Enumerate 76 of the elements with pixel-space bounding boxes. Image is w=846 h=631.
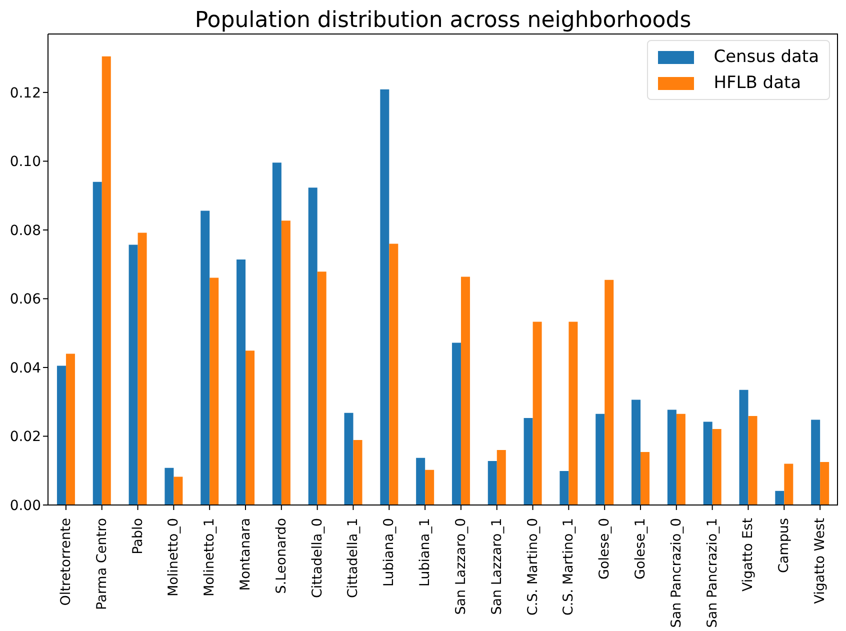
bar [56,366,66,505]
bar [236,260,246,505]
bar [308,188,318,505]
x-tick-label: Molinetto_0 [166,518,182,596]
x-tick-label: Campus [776,518,792,574]
bar [568,322,578,505]
y-tick-label: 0.06 [10,292,42,308]
x-tick-label: S.Leonardo [273,518,290,594]
bar [820,462,830,505]
bar [210,278,219,505]
bar [784,464,794,505]
x-tick-label: San Lazzaro_0 [452,518,469,615]
bar [640,452,650,505]
bar [496,450,506,505]
bar [811,420,820,505]
bar [460,276,470,505]
bar [164,468,174,505]
y-tick-label: 0.00 [10,498,41,514]
bar [102,56,111,505]
bar [425,470,434,505]
bar [353,440,362,505]
bar [128,244,138,505]
bar [174,476,183,505]
chart-title: Population distribution across neighborhoods [194,8,692,34]
bar [632,400,641,505]
y-tick-label: 0.10 [10,154,41,170]
y-tick-label: 0.04 [10,360,42,376]
x-tick-label: Cittadella_0 [309,518,326,598]
bar [676,414,686,505]
x-tick-label: San Pancrazio_1 [704,518,720,628]
bar [748,416,758,505]
bar [667,410,676,505]
bar [246,350,255,505]
y-tick-label: 0.12 [10,85,41,102]
x-tick-label: C.S. Martino_0 [524,518,541,616]
bar [416,458,426,505]
x-tick-label: Lubiana_1 [417,518,434,587]
bar [560,470,569,505]
bar [712,429,722,505]
x-tick-label: Oltretorrente [58,518,74,606]
bar [452,342,461,505]
legend-label: Census data [714,46,819,69]
x-tick-label: Vigatto Est [740,518,756,592]
bar [488,460,497,505]
bar [200,210,210,505]
bar [532,322,542,505]
x-tick-label: San Pancrazio_0 [668,518,684,628]
bar [380,89,390,505]
x-tick-label: Lubiana_0 [381,518,398,587]
x-tick-label: Montanara [238,518,254,591]
x-tick-label: Golese_1 [632,518,648,580]
bar [596,414,605,505]
x-tick-label: Vigatto West [812,518,828,604]
x-tick-label: Golese_0 [596,518,613,580]
x-tick-label: Cittadella_1 [345,518,362,598]
y-tick-label: 0.02 [10,429,41,446]
bar [524,418,533,505]
bar [66,354,75,505]
bar [344,412,354,505]
y-tick-label: 0.08 [10,222,41,239]
bar [739,390,748,505]
bar [138,232,147,505]
x-tick-label: Pablo [130,518,146,554]
bar [272,162,282,505]
bar [703,422,712,505]
x-tick-label: Parma Centro [94,518,110,610]
x-tick-label: Molinetto_1 [202,518,218,596]
bar [281,220,290,505]
bar [604,280,614,505]
legend-label: HFLB data [714,72,802,95]
x-tick-label: C.S. Martino_1 [560,518,577,616]
bar [317,272,326,505]
bar [92,182,102,505]
x-tick-label: San Lazzaro_1 [488,518,505,615]
bar [389,244,398,505]
bar [775,490,784,505]
